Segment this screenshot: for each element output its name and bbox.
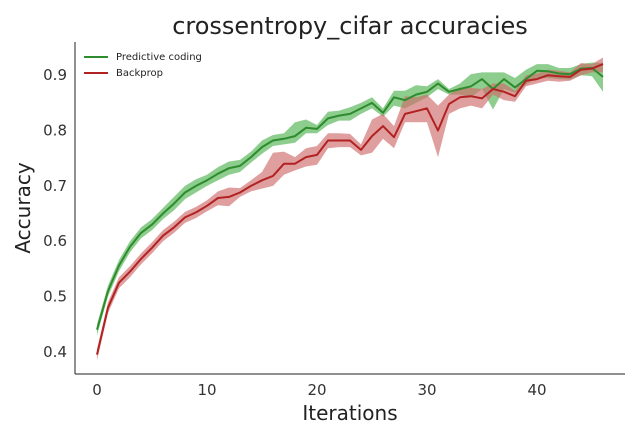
y-ticks: 0.4 0.5 0.6 0.7 0.8 0.9	[43, 66, 67, 361]
chart-title: crossentropy_cifar accuracies	[172, 12, 528, 40]
y-axis-label: Accuracy	[11, 162, 35, 253]
y-tick-label: 0.6	[43, 232, 67, 250]
y-tick-label: 0.8	[43, 122, 67, 140]
x-tick-label: 0	[92, 381, 102, 399]
legend-label-backprop: Backprop	[116, 68, 163, 79]
confidence-band-backprop	[97, 57, 603, 361]
lines-layer	[96, 63, 604, 355]
x-tick-label: 40	[527, 381, 546, 399]
y-tick-label: 0.4	[43, 343, 67, 361]
x-tick-label: 30	[417, 381, 436, 399]
y-tick-label: 0.7	[43, 177, 67, 195]
y-tick-label: 0.9	[43, 66, 67, 84]
confidence-band-predictive-coding	[97, 62, 603, 336]
series-line-backprop	[96, 63, 604, 355]
x-tick-label: 20	[307, 381, 326, 399]
legend-label-predictive-coding: Predictive coding	[116, 52, 202, 63]
x-axis-label: Iterations	[302, 401, 397, 425]
x-tick-label: 10	[197, 381, 216, 399]
bands-layer	[97, 57, 603, 361]
series-line-predictive-coding	[96, 67, 604, 330]
legend: Predictive coding Backprop	[84, 52, 202, 79]
y-tick-label: 0.5	[43, 288, 67, 306]
x-ticks: 0 10 20 30 40	[92, 381, 546, 399]
